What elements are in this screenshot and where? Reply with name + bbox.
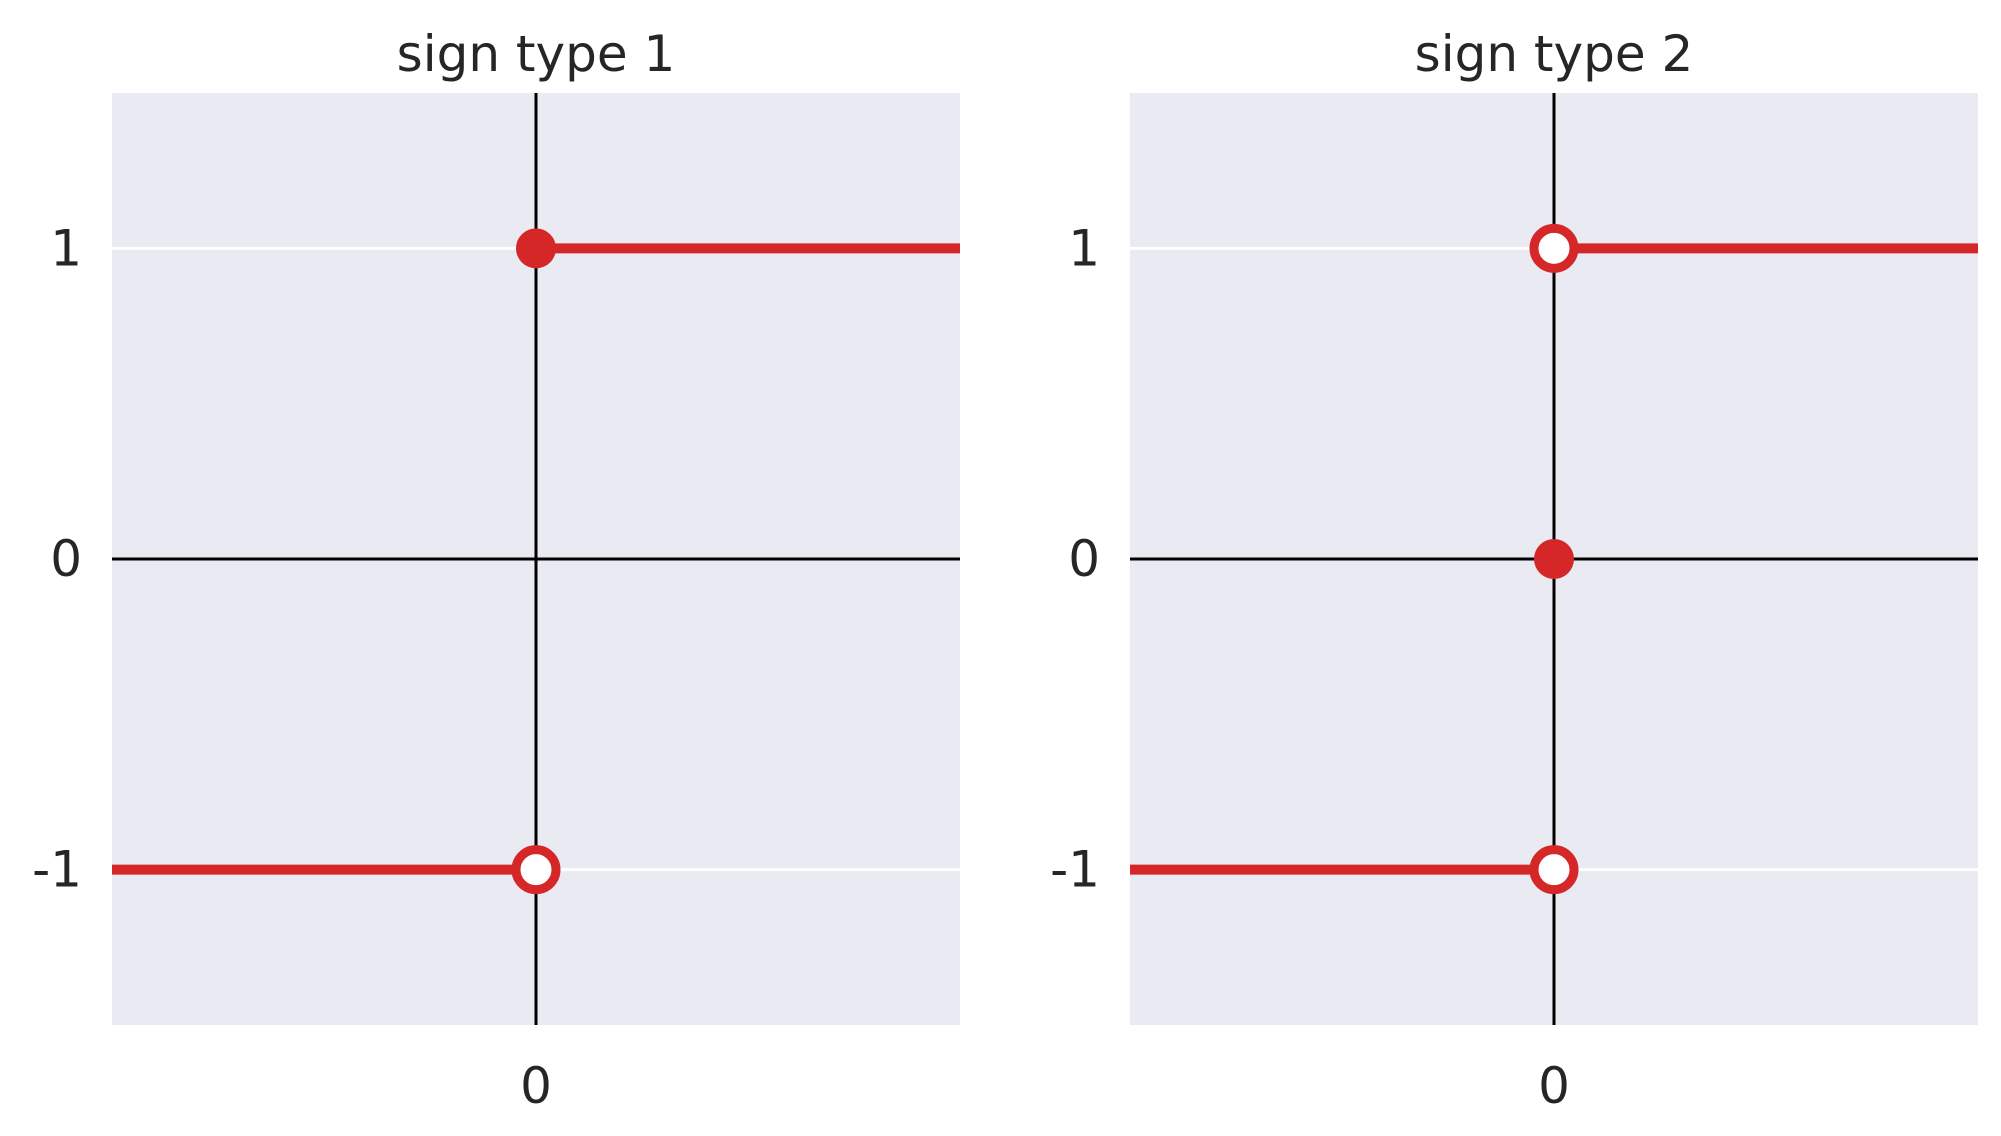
- y-tick-label: 1: [1068, 219, 1100, 277]
- open-point-marker: [1529, 223, 1579, 273]
- open-point-marker: [511, 845, 561, 895]
- open-point-marker: [1529, 845, 1579, 895]
- chart-panel-2: sign type 2 1 0 -1 0: [1050, 25, 1978, 1115]
- x-tick-label: 0: [520, 1057, 552, 1115]
- y-tick-label: 0: [1068, 530, 1100, 588]
- chart-title: sign type 2: [1415, 25, 1694, 83]
- y-tick-label: 0: [50, 530, 82, 588]
- filled-point-marker: [516, 228, 556, 269]
- filled-point-marker: [1534, 539, 1574, 579]
- y-tick-label: -1: [32, 841, 82, 899]
- chart-title: sign type 1: [397, 25, 676, 83]
- x-tick-label: 0: [1538, 1057, 1570, 1115]
- y-tick-label: 1: [50, 219, 82, 277]
- y-tick-label: -1: [1050, 841, 1100, 899]
- chart-panel-1: sign type 1 1 0 -1 0: [32, 25, 960, 1115]
